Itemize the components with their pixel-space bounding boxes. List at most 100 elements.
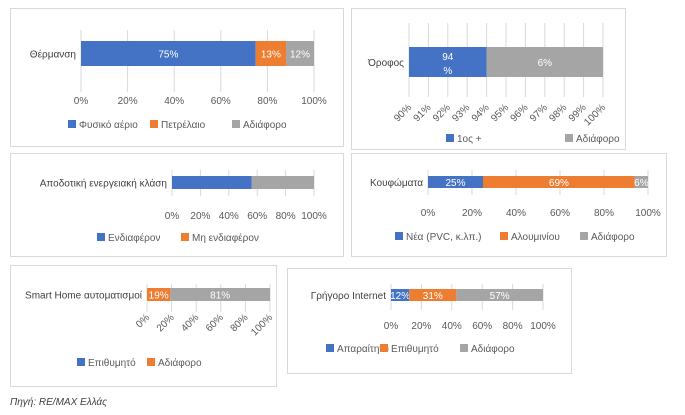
data-label: 13% — [261, 50, 281, 61]
tick-label: 0% — [134, 312, 152, 330]
legend-label: Αδιάφορο — [158, 357, 202, 369]
tick-label: 92% — [431, 102, 453, 124]
bar-segment — [456, 289, 543, 301]
tick-label: 40% — [164, 96, 184, 107]
legend-swatch — [147, 358, 155, 366]
bar-segment — [428, 176, 483, 188]
tick-label: 20% — [118, 96, 138, 107]
tick-label: 94% — [470, 102, 492, 124]
legend-swatch — [380, 344, 388, 352]
chart-energy-class — [10, 153, 344, 257]
data-label: 31% — [423, 291, 443, 302]
legend-swatch — [395, 232, 403, 240]
bar-segment — [170, 288, 270, 301]
bar-segment — [172, 176, 252, 189]
legend-label: Αλουμινίου — [511, 231, 560, 243]
data-label: 94 — [442, 52, 454, 63]
tick-label: 40% — [179, 312, 201, 334]
tick-label: 96% — [509, 102, 531, 124]
bar-segment — [409, 289, 457, 301]
tick-label: 100% — [530, 321, 556, 332]
legend-label: Επιθυμητό — [391, 343, 439, 355]
legend-swatch — [446, 134, 454, 142]
tick-label: 80% — [257, 96, 277, 107]
tick-label: 90% — [392, 102, 414, 124]
legend-swatch — [181, 233, 189, 241]
tick-label: 40% — [219, 211, 239, 222]
data-label: 81% — [210, 291, 230, 302]
tick-label: 91% — [412, 102, 434, 124]
tick-label: 97% — [528, 102, 550, 124]
category-label: Όροφος — [367, 58, 404, 69]
legend-label: Ενδιαφέρον — [108, 232, 160, 244]
tick-label: 60% — [550, 208, 570, 219]
chart-internet — [287, 268, 572, 374]
bar-segment — [286, 41, 314, 66]
legend-swatch — [68, 120, 76, 128]
tick-label: 20% — [462, 208, 482, 219]
data-label: 12% — [290, 50, 310, 61]
tick-label: 80% — [503, 321, 523, 332]
tick-label: 0% — [74, 96, 89, 107]
tick-label: 20% — [190, 211, 210, 222]
tick-label: 40% — [506, 208, 526, 219]
legend-swatch — [150, 120, 158, 128]
legend-swatch — [500, 232, 508, 240]
tick-label: 20% — [411, 321, 431, 332]
data-label: 12% — [390, 291, 410, 302]
tick-label: 80% — [229, 312, 251, 334]
legend-label: Φυσικό αέριο — [79, 119, 138, 131]
legend-swatch — [232, 120, 240, 128]
tick-label: 0% — [165, 211, 180, 222]
tick-label: 0% — [421, 208, 436, 219]
tick-label: 100% — [635, 208, 661, 219]
data-label: 6% — [538, 58, 553, 69]
bar-segment — [391, 289, 410, 301]
bar-segment — [409, 47, 487, 77]
category-label: Γρήγορο Internet — [311, 290, 386, 302]
data-label: 6% — [634, 178, 649, 189]
tick-label: 20% — [155, 312, 177, 334]
data-label: 19% — [149, 291, 169, 302]
bar-segment — [634, 176, 648, 188]
legend-label: 1ος + — [457, 134, 482, 145]
chart-frames — [351, 153, 667, 257]
tick-label: 60% — [472, 321, 492, 332]
legend-swatch — [580, 232, 588, 240]
data-label: 25% — [445, 178, 465, 189]
tick-label: 80% — [594, 208, 614, 219]
bar-segment — [483, 176, 635, 188]
legend-label: Αδιάφορο — [243, 119, 287, 131]
tick-label: 100% — [582, 102, 608, 128]
tick-label: 100% — [301, 96, 327, 107]
bar-segment — [486, 47, 603, 77]
legend-swatch — [460, 344, 468, 352]
chart-smart-home — [10, 265, 277, 387]
chart-floor — [351, 8, 626, 150]
legend-label: Πετρέλαιο — [161, 119, 206, 131]
legend-swatch — [565, 134, 573, 142]
legend-label: Αδιάφορο — [576, 133, 620, 145]
legend-label: Αδιάφορο — [471, 343, 515, 355]
tick-label: 95% — [489, 102, 511, 124]
tick-label: 40% — [442, 321, 462, 332]
chart-heating — [10, 8, 344, 147]
data-label: 57% — [490, 291, 510, 302]
legend-label: Απαραίτητο — [337, 343, 389, 355]
tick-label: 60% — [211, 96, 231, 107]
tick-label: 0% — [384, 321, 399, 332]
data-label: % — [443, 66, 452, 77]
tick-label: 100% — [249, 312, 275, 338]
data-label: 69% — [549, 178, 569, 189]
legend-swatch — [97, 233, 105, 241]
bar-segment — [81, 41, 256, 66]
tick-label: 100% — [301, 211, 327, 222]
data-label: 75% — [158, 50, 178, 61]
tick-label: 80% — [276, 211, 296, 222]
tick-label: 93% — [450, 102, 472, 124]
legend-label: Νέα (PVC, κ.λπ.) — [406, 231, 481, 243]
tick-label: 60% — [247, 211, 267, 222]
tick-label: 98% — [547, 102, 569, 124]
legend-label: Μη ενδιαφέρον — [192, 232, 259, 244]
